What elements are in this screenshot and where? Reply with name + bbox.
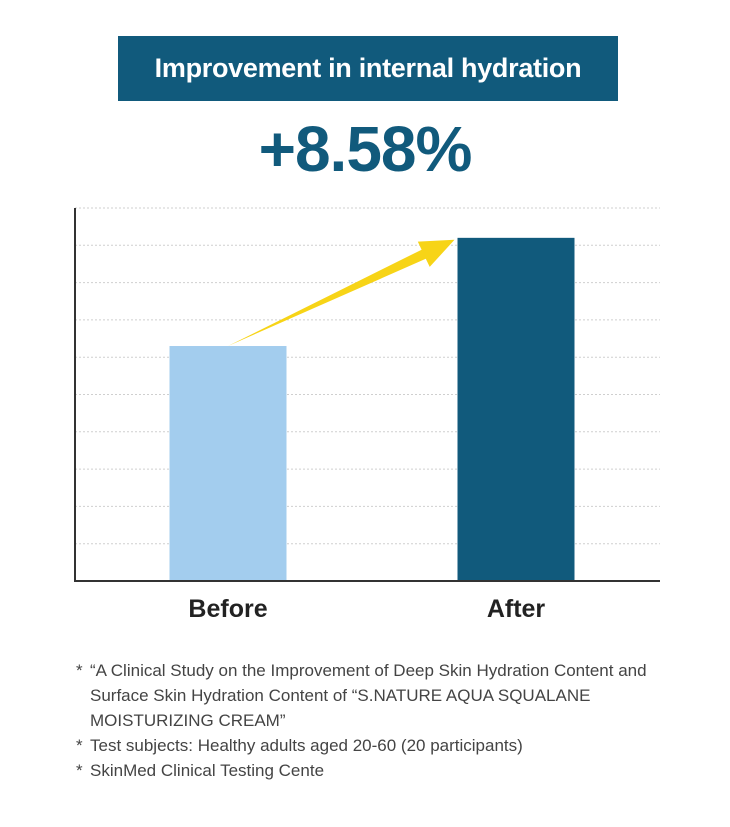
bars	[169, 237, 575, 581]
title-banner: Improvement in internal hydration	[118, 36, 618, 101]
category-labels: Before After	[188, 595, 545, 623]
bar-chart: Before After	[74, 207, 660, 623]
bar-after	[457, 237, 575, 581]
footnote: * SkinMed Clinical Testing Cente	[76, 758, 696, 783]
footnote: * Test subjects: Healthy adults aged 20-…	[76, 733, 696, 758]
footnote-marker: *	[76, 736, 83, 755]
footnote-marker: *	[76, 661, 83, 680]
category-label: After	[487, 595, 546, 623]
footnote-marker: *	[76, 761, 83, 780]
axes	[74, 208, 660, 582]
bar-before	[169, 346, 287, 581]
footnote-text: “A Clinical Study on the Improvement of …	[90, 661, 647, 730]
trend-arrow	[228, 239, 455, 346]
footnote-text: Test subjects: Healthy adults aged 20-60…	[90, 736, 523, 755]
arrow-shape	[228, 239, 455, 346]
improvement-percentage: +8.58%	[258, 113, 473, 185]
footnotes: * “A Clinical Study on the Improvement o…	[76, 658, 696, 783]
footnote: * “A Clinical Study on the Improvement o…	[76, 658, 696, 733]
title-text: Improvement in internal hydration	[154, 53, 582, 83]
footnote-text: SkinMed Clinical Testing Cente	[90, 761, 325, 780]
category-label: Before	[188, 595, 267, 623]
